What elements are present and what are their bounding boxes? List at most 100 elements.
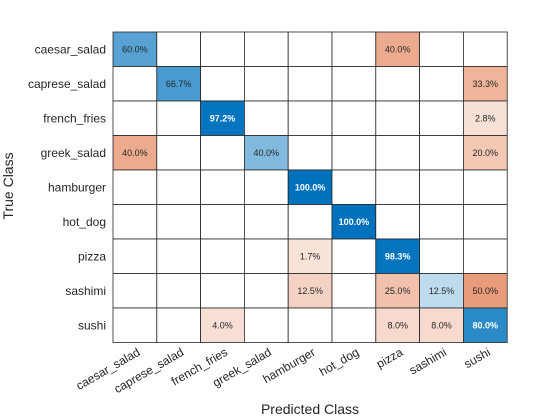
cell-caesar_salad-caesar_salad: [112, 31, 158, 67]
cell-value-caprese_salad-caprese_salad: 66.7%: [166, 79, 192, 89]
cell-pizza-hamburger: [287, 238, 333, 274]
cell-french_fries-sushi: [462, 100, 508, 136]
cell-pizza-caprese_salad: [156, 238, 202, 274]
cell-hamburger-french_fries: [200, 169, 245, 205]
cell-value-sushi-sashimi: 8.0%: [431, 320, 452, 330]
cells-layer: [112, 31, 508, 343]
cell-value-pizza-pizza: 98.3%: [385, 251, 411, 261]
x-tick-label: sushi: [462, 345, 493, 371]
cell-greek_salad-french_fries: [200, 135, 245, 171]
cell-caesar_salad-hamburger: [287, 31, 333, 67]
cell-value-sushi-french_fries: 4.0%: [212, 320, 233, 330]
cell-sushi-hot_dog: [331, 307, 377, 343]
cell-hamburger-greek_salad: [243, 169, 289, 205]
cell-value-greek_salad-sushi: 20.0%: [473, 148, 499, 158]
x-tick-label: pizza: [374, 345, 406, 371]
cell-value-french_fries-sushi: 2.8%: [475, 113, 496, 123]
cell-caprese_salad-french_fries: [200, 66, 245, 102]
y-tick-label: french_fries: [43, 111, 106, 125]
cell-french_fries-greek_salad: [243, 100, 289, 136]
cell-caesar_salad-caprese_salad: [156, 31, 202, 67]
cell-greek_salad-pizza: [375, 135, 420, 171]
cell-value-caesar_salad-pizza: 40.0%: [385, 44, 411, 54]
y-tick-label: caesar_salad: [35, 42, 106, 56]
cell-sashimi-greek_salad: [243, 273, 289, 309]
cell-pizza-sushi: [462, 238, 508, 274]
cell-hot_dog-hamburger: [287, 204, 333, 240]
cell-french_fries-caprese_salad: [156, 100, 202, 136]
cell-greek_salad-caprese_salad: [156, 135, 202, 171]
cell-value-sashimi-hamburger: 12.5%: [297, 286, 323, 296]
y-tick-label: pizza: [78, 249, 106, 263]
cell-caprese_salad-sashimi: [419, 66, 464, 102]
cell-hot_dog-greek_salad: [243, 204, 289, 240]
cell-hot_dog-french_fries: [200, 204, 245, 240]
cell-caprese_salad-caesar_salad: [112, 66, 158, 102]
cell-hamburger-sashimi: [419, 169, 464, 205]
cell-value-french_fries-french_fries: 97.2%: [210, 113, 236, 123]
cell-hamburger-pizza: [375, 169, 420, 205]
x-tick-label: hot_dog: [317, 345, 362, 379]
cell-hot_dog-sashimi: [419, 204, 464, 240]
cell-sushi-pizza: [375, 307, 420, 343]
cell-hot_dog-caprese_salad: [156, 204, 202, 240]
y-tick-label: hot_dog: [63, 215, 106, 229]
cell-value-caprese_salad-sushi: 33.3%: [473, 79, 499, 89]
cell-sushi-french_fries: [200, 307, 245, 343]
cell-value-caesar_salad-caesar_salad: 60.0%: [122, 44, 148, 54]
cell-pizza-caesar_salad: [112, 238, 158, 274]
cell-value-hot_dog-hot_dog: 100.0%: [339, 217, 370, 227]
cell-hamburger-caesar_salad: [112, 169, 158, 205]
cell-sashimi-sushi: [462, 273, 508, 309]
y-tick-label: caprese_salad: [28, 77, 106, 91]
y-tick-label: sashimi: [65, 284, 106, 298]
cell-sashimi-caprese_salad: [156, 273, 202, 309]
cell-caesar_salad-hot_dog: [331, 31, 377, 67]
cell-value-sushi-pizza: 8.0%: [387, 320, 408, 330]
cell-hamburger-sushi: [462, 169, 508, 205]
cell-pizza-greek_salad: [243, 238, 289, 274]
cell-greek_salad-sushi: [462, 135, 508, 171]
x-tick-label: sashimi: [407, 345, 449, 377]
cell-greek_salad-caesar_salad: [112, 135, 158, 171]
cell-caprese_salad-sushi: [462, 66, 508, 102]
cell-french_fries-french_fries: [200, 100, 245, 136]
cell-greek_salad-hot_dog: [331, 135, 377, 171]
y-tick-label: hamburger: [48, 180, 106, 194]
cell-hot_dog-pizza: [375, 204, 420, 240]
cell-french_fries-sashimi: [419, 100, 464, 136]
cell-pizza-pizza: [375, 238, 420, 274]
cell-hot_dog-caesar_salad: [112, 204, 158, 240]
cell-greek_salad-greek_salad: [243, 135, 289, 171]
cell-sushi-caprese_salad: [156, 307, 202, 343]
cell-french_fries-caesar_salad: [112, 100, 158, 136]
y-tick-label: sushi: [78, 318, 106, 332]
cell-sashimi-caesar_salad: [112, 273, 158, 309]
cell-french_fries-hot_dog: [331, 100, 377, 136]
cell-value-greek_salad-caesar_salad: 40.0%: [122, 148, 148, 158]
cell-sashimi-pizza: [375, 273, 420, 309]
cell-pizza-sashimi: [419, 238, 464, 274]
cell-french_fries-pizza: [375, 100, 420, 136]
cell-sushi-hamburger: [287, 307, 333, 343]
cell-hot_dog-hot_dog: [331, 204, 377, 240]
cell-hamburger-hot_dog: [331, 169, 377, 205]
cell-caesar_salad-sashimi: [419, 31, 464, 67]
cell-caesar_salad-greek_salad: [243, 31, 289, 67]
cell-french_fries-hamburger: [287, 100, 333, 136]
cell-value-sashimi-sashimi: 12.5%: [429, 286, 455, 296]
cell-value-greek_salad-greek_salad: 40.0%: [254, 148, 280, 158]
cell-sashimi-french_fries: [200, 273, 245, 309]
cell-greek_salad-hamburger: [287, 135, 333, 171]
cell-value-pizza-hamburger: 1.7%: [300, 251, 321, 261]
cell-sashimi-hot_dog: [331, 273, 377, 309]
cell-caprese_salad-hot_dog: [331, 66, 377, 102]
cell-pizza-french_fries: [200, 238, 245, 274]
cell-sushi-sushi: [462, 307, 508, 343]
cell-hamburger-caprese_salad: [156, 169, 202, 205]
cell-caprese_salad-pizza: [375, 66, 420, 102]
cell-greek_salad-sashimi: [419, 135, 464, 171]
cell-caprese_salad-hamburger: [287, 66, 333, 102]
cell-value-sashimi-pizza: 25.0%: [385, 286, 411, 296]
y-axis-title: True Class: [0, 152, 16, 219]
